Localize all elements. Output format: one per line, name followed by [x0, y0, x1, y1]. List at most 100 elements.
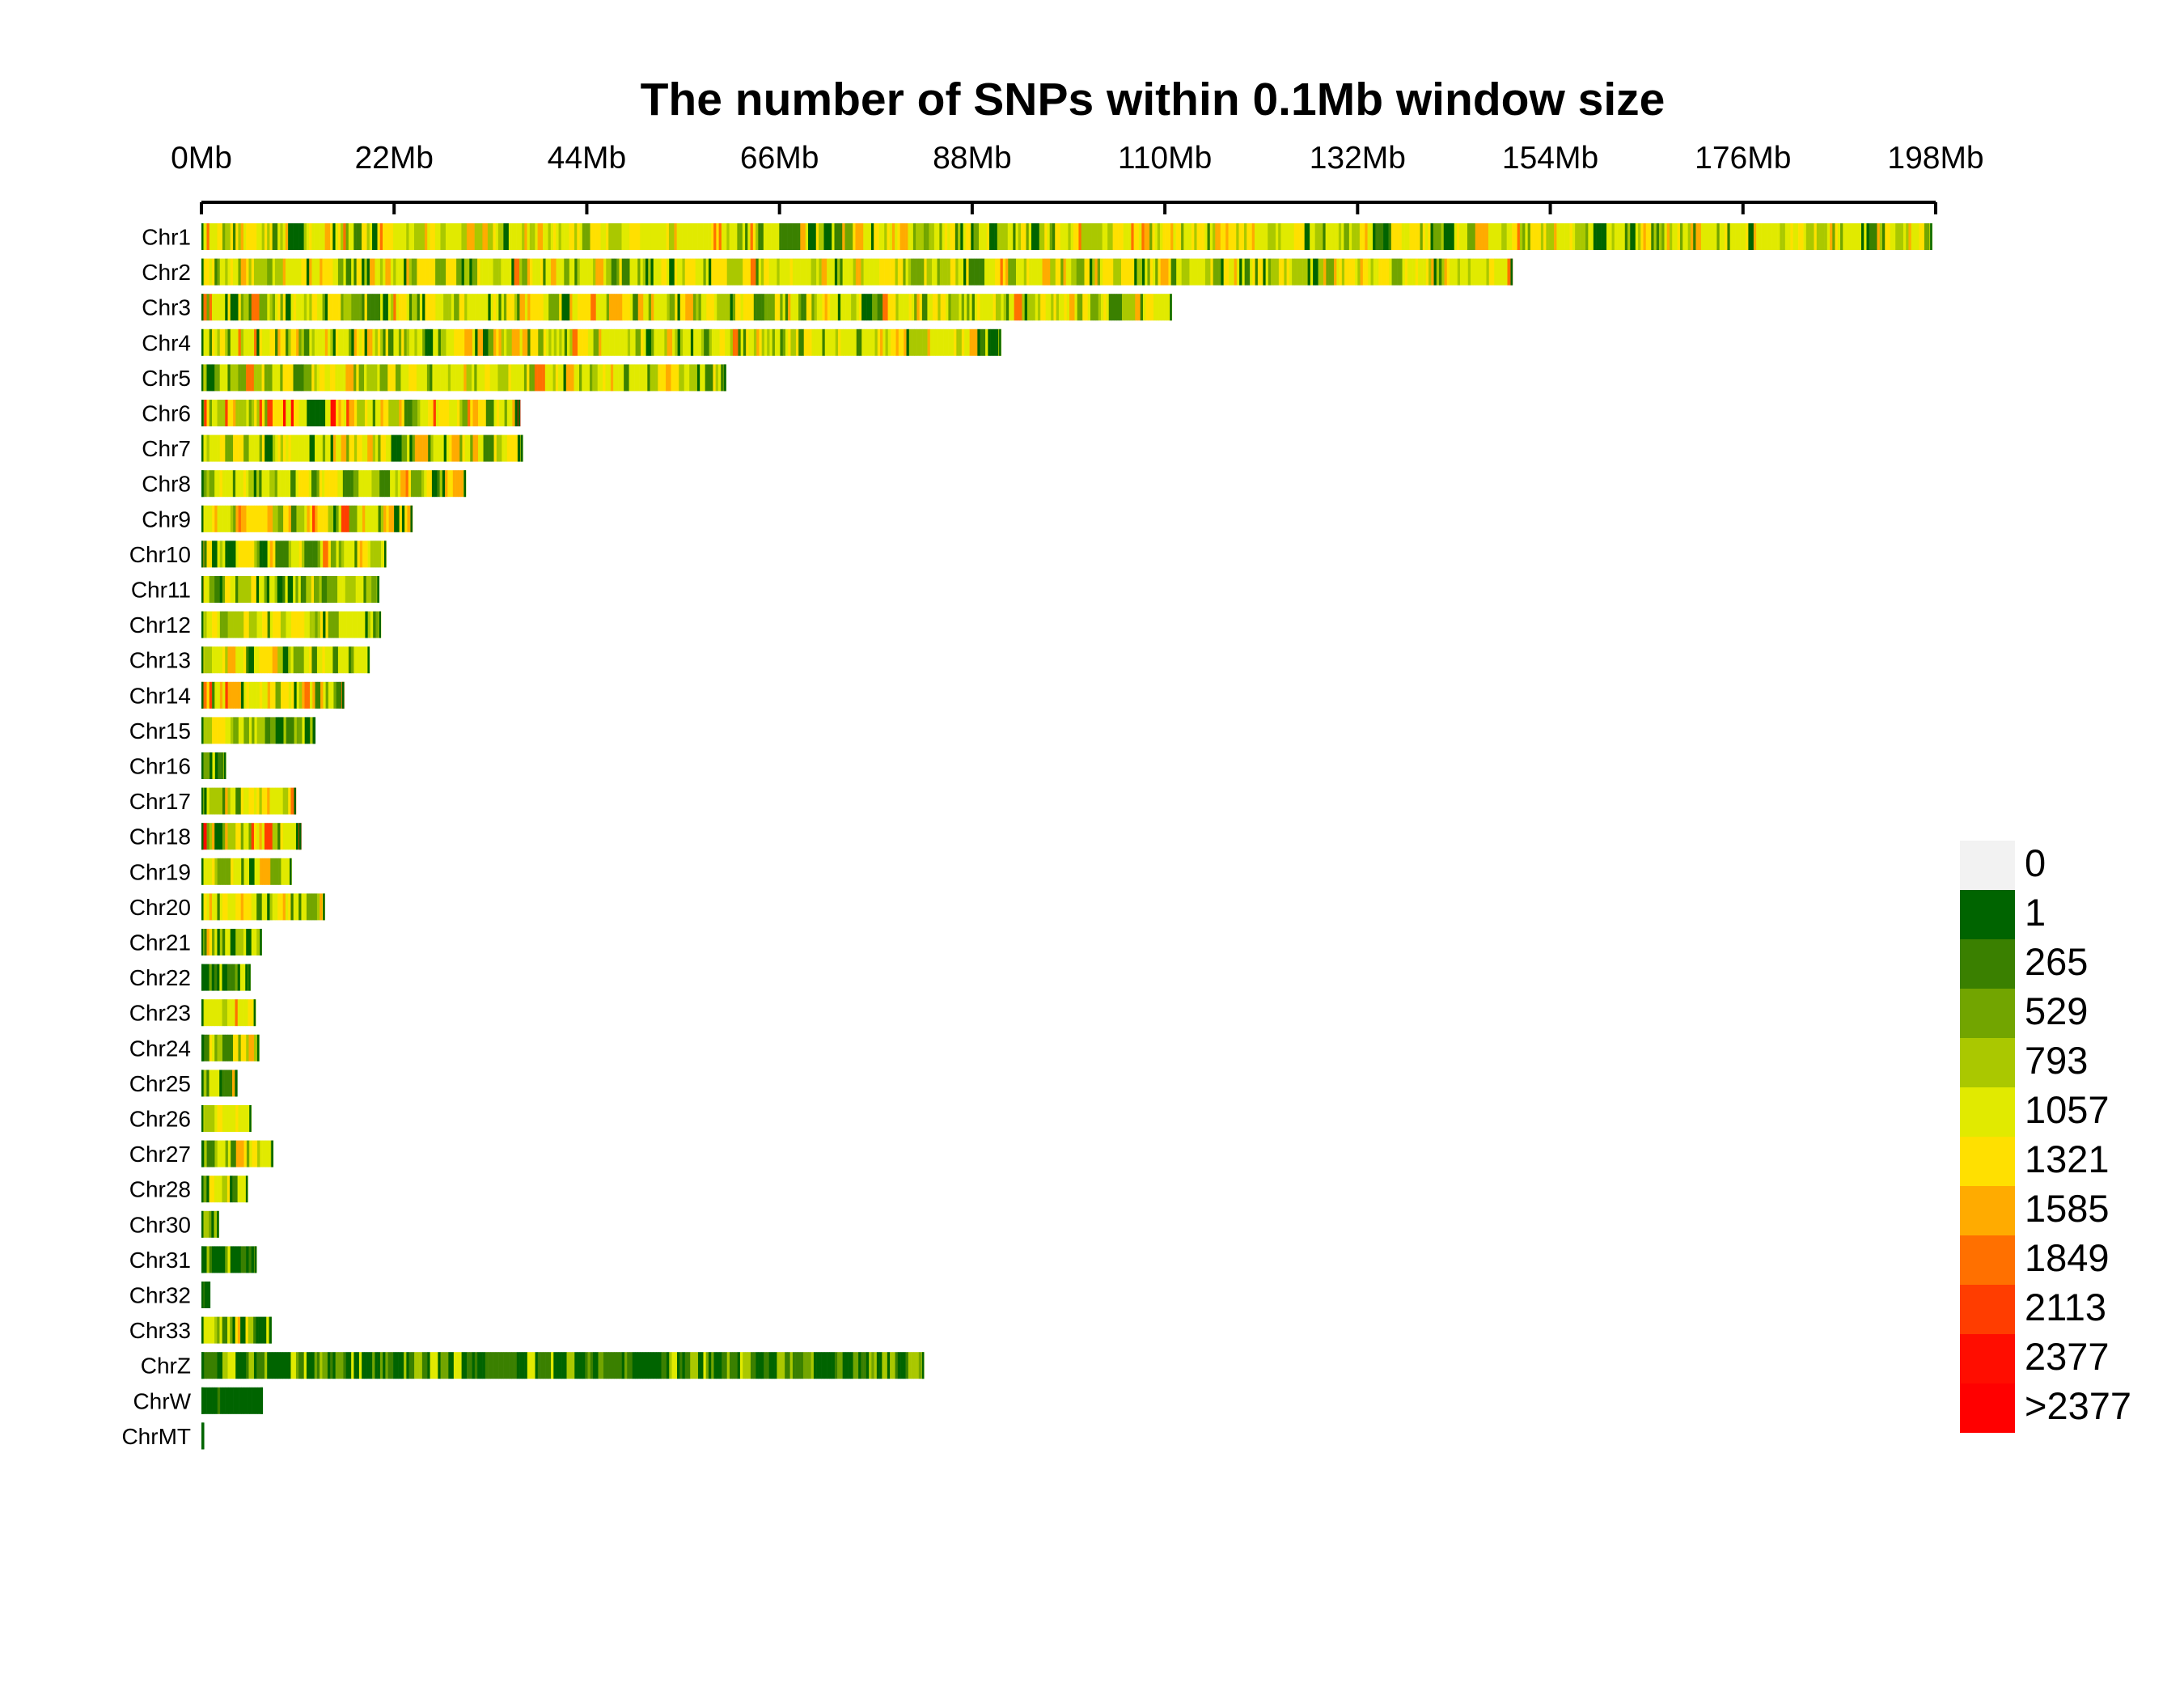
- snp-window: [1304, 223, 1308, 250]
- chromosome-start-cap: [201, 294, 204, 321]
- snp-window: [1158, 294, 1162, 321]
- snp-window: [916, 258, 920, 286]
- snp-window: [238, 787, 242, 815]
- snp-window: [1136, 258, 1141, 286]
- snp-window: [976, 258, 980, 286]
- chromosome-end-cap: [379, 611, 381, 638]
- snp-window: [227, 470, 231, 498]
- snp-window: [595, 328, 599, 356]
- snp-window: [367, 505, 371, 532]
- snp-window: [1215, 223, 1218, 250]
- snp-window: [238, 929, 242, 955]
- chromosome-end-cap: [223, 752, 226, 779]
- snp-window: [607, 364, 612, 392]
- snp-window: [1397, 258, 1400, 286]
- snp-window: [564, 258, 567, 286]
- snp-window: [943, 328, 946, 356]
- snp-window: [861, 294, 865, 321]
- snp-window: [225, 1387, 229, 1414]
- snp-window: [338, 611, 342, 638]
- snp-window: [619, 1352, 623, 1379]
- snp-window: [251, 893, 255, 921]
- snp-window: [598, 223, 601, 250]
- snp-window: [375, 434, 379, 462]
- snp-window: [230, 787, 234, 815]
- snp-window: [367, 400, 370, 426]
- snp-window: [1527, 223, 1531, 250]
- snp-window: [499, 434, 502, 462]
- snp-window: [632, 258, 636, 286]
- snp-window: [1471, 258, 1474, 286]
- snp-window: [789, 258, 794, 286]
- snp-window: [288, 328, 291, 356]
- snp-window: [312, 505, 315, 532]
- snp-window: [206, 1140, 210, 1167]
- x-axis: 0Mb 22Mb 44Mb 66Mb 88Mb 110Mb 132Mb 154Mb 176Mb 1…: [171, 141, 1984, 214]
- snp-window: [301, 400, 305, 426]
- snp-window: [1540, 223, 1544, 250]
- snp-window: [1162, 258, 1166, 286]
- snp-window: [496, 434, 500, 462]
- snp-window: [272, 576, 275, 603]
- snp-window: [286, 328, 289, 356]
- snp-window: [240, 328, 244, 356]
- snp-window: [459, 400, 463, 426]
- snp-window: [370, 294, 373, 321]
- snp-window: [246, 646, 249, 674]
- snp-window: [290, 576, 294, 603]
- snp-window: [713, 223, 717, 250]
- snp-window: [1425, 223, 1428, 250]
- snp-window: [1559, 223, 1563, 250]
- snp-window: [438, 400, 442, 426]
- snp-window: [532, 294, 536, 321]
- chromosome-end-cap: [377, 576, 379, 603]
- snp-window: [262, 611, 265, 638]
- snp-window: [369, 470, 372, 498]
- snp-window: [1742, 223, 1746, 250]
- snp-window: [624, 258, 628, 286]
- snp-window: [275, 400, 278, 426]
- snp-window: [209, 646, 213, 674]
- snp-window: [1464, 223, 1468, 250]
- snp-window: [227, 400, 231, 426]
- snp-window: [214, 681, 218, 709]
- snp-window: [574, 364, 578, 392]
- snp-window: [356, 223, 360, 250]
- snp-window: [921, 258, 925, 286]
- snp-window: [250, 999, 254, 1027]
- snp-window: [1711, 223, 1715, 250]
- snp-window: [603, 258, 607, 286]
- chromosome-start-cap: [201, 400, 204, 426]
- snp-window: [214, 294, 218, 321]
- snp-window: [256, 364, 260, 392]
- snp-window: [351, 434, 355, 462]
- snp-window: [288, 646, 291, 674]
- snp-window: [808, 258, 811, 286]
- snp-window: [756, 1352, 759, 1379]
- snp-window: [330, 328, 333, 356]
- snp-window: [322, 223, 325, 250]
- snp-window: [298, 611, 303, 638]
- snp-window: [253, 1034, 257, 1061]
- snp-window: [227, 893, 231, 921]
- snp-window: [872, 328, 875, 356]
- snp-window: [335, 223, 339, 250]
- snp-window: [253, 576, 257, 603]
- chromosome-end-cap: [235, 1070, 238, 1097]
- snp-window: [1064, 294, 1068, 321]
- snp-window: [645, 294, 650, 321]
- snp-window: [777, 294, 781, 321]
- snp-window: [618, 364, 622, 392]
- snp-window: [1230, 223, 1234, 250]
- snp-window: [637, 364, 640, 392]
- snp-window: [1005, 223, 1009, 250]
- snp-window: [855, 1352, 859, 1379]
- snp-window: [233, 681, 236, 709]
- snp-window: [1016, 258, 1019, 286]
- snp-window: [603, 364, 606, 392]
- snp-window: [316, 576, 320, 603]
- snp-window: [211, 929, 215, 955]
- snp-window: [695, 223, 698, 250]
- snp-window: [219, 999, 222, 1027]
- snp-window: [1039, 258, 1043, 286]
